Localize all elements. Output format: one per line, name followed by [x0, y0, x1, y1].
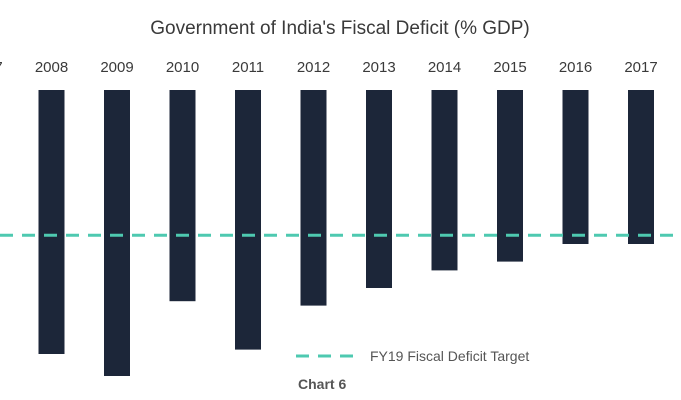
- x-tick-label-2013: 2013: [362, 59, 395, 76]
- bar-2017: [628, 90, 654, 244]
- x-tick-label-2016: 2016: [559, 59, 592, 76]
- x-tick-label-2014: 2014: [428, 59, 461, 76]
- x-tick-label-2008: 2008: [35, 59, 68, 76]
- legend: FY19 Fiscal Deficit Target: [296, 348, 529, 364]
- bar-2013: [366, 90, 392, 288]
- x-tick-label-2009: 2009: [100, 59, 133, 76]
- bar-2009: [104, 90, 130, 376]
- x-tick-label-2007: 2007: [0, 59, 3, 76]
- bar-2010: [169, 90, 196, 302]
- bar-2011: [235, 90, 261, 350]
- bar-2014: [431, 90, 458, 271]
- chart-title: Government of India's Fiscal Deficit (% …: [150, 18, 530, 39]
- bar-2016: [562, 90, 589, 244]
- x-tick-label-2011: 2011: [232, 59, 264, 76]
- chart-caption: Chart 6: [298, 376, 346, 392]
- bar-2012: [300, 90, 327, 306]
- x-tick-label-2012: 2012: [297, 59, 330, 76]
- legend-target-label: FY19 Fiscal Deficit Target: [370, 348, 529, 364]
- x-tick-label-2017: 2017: [624, 59, 657, 76]
- x-tick-label-2015: 2015: [493, 59, 526, 76]
- bar-2008: [38, 90, 65, 354]
- bar-2015: [497, 90, 523, 262]
- x-tick-label-2010: 2010: [166, 59, 199, 76]
